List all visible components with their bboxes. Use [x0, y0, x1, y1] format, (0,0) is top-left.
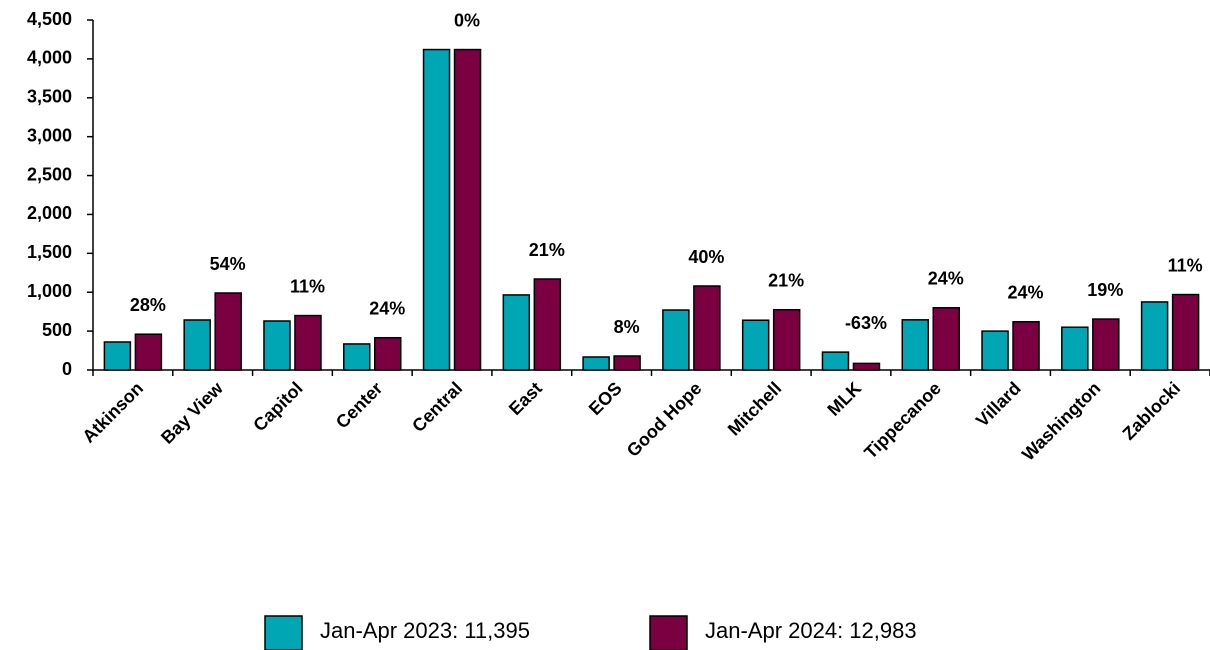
legend-swatch [649, 615, 688, 650]
bar [453, 48, 482, 371]
change-label: 11% [290, 276, 325, 296]
legend-swatch [264, 615, 303, 650]
y-tick-label: 3,000 [27, 125, 72, 145]
x-tick-label: Center [332, 378, 386, 432]
change-label: 8% [614, 317, 640, 337]
bar [772, 308, 801, 371]
change-label: -63% [845, 313, 887, 333]
x-tick-label: Mitchell [724, 378, 786, 440]
bar [1061, 326, 1089, 371]
bar [901, 319, 929, 371]
bar [214, 292, 242, 371]
legend-label: Jan-Apr 2023: 11,395 [320, 618, 530, 643]
bar [1012, 321, 1040, 371]
y-tick-label: 2,500 [27, 164, 72, 184]
change-label: 40% [688, 247, 724, 267]
change-label: 24% [1008, 283, 1044, 303]
change-label: 0% [454, 10, 480, 30]
bar [981, 330, 1009, 371]
bar [422, 48, 451, 371]
bar [821, 351, 850, 371]
bar [502, 294, 531, 371]
bar [932, 307, 960, 371]
bar [134, 333, 163, 371]
bar [1140, 301, 1169, 371]
x-tick-label: Central [408, 378, 466, 436]
legend-label: Jan-Apr 2024: 12,983 [705, 618, 917, 643]
bar [343, 343, 371, 371]
bar [662, 309, 690, 371]
x-tick-label: Capitol [249, 378, 306, 435]
y-tick-label: 0 [62, 359, 72, 379]
change-label: 11% [1168, 255, 1203, 275]
bar [613, 355, 641, 371]
bar [1171, 293, 1200, 371]
x-tick-label: East [505, 378, 546, 419]
y-tick-label: 1,000 [27, 281, 72, 301]
bar [1092, 318, 1120, 371]
bar [693, 285, 721, 371]
change-label: 54% [210, 254, 246, 274]
bar [103, 341, 132, 371]
y-tick-label: 3,500 [27, 87, 72, 107]
x-tick-label: Villard [972, 378, 1025, 431]
y-tick-label: 1,500 [27, 242, 72, 262]
x-tick-label: Zablocki [1119, 378, 1185, 444]
bar [294, 314, 322, 371]
x-tick-label: EOS [585, 378, 626, 419]
x-tick-label: Atkinson [78, 378, 147, 447]
change-label: 24% [369, 298, 405, 318]
y-tick-label: 4,000 [27, 48, 72, 68]
change-label: 19% [1087, 280, 1123, 300]
bar [183, 319, 211, 371]
y-tick-label: 4,500 [27, 9, 72, 29]
x-tick-label: Washington [1018, 378, 1104, 464]
bar [533, 278, 562, 371]
x-tick-label: Tippecanoe [860, 378, 945, 463]
bar [852, 362, 881, 371]
x-tick-label: MLK [823, 378, 865, 420]
y-tick-label: 2,000 [27, 203, 72, 223]
y-tick-label: 500 [42, 320, 72, 340]
change-label: 24% [928, 269, 964, 289]
bar [582, 356, 610, 371]
change-label: 21% [768, 270, 804, 290]
change-label: 28% [130, 295, 166, 315]
bar [263, 320, 291, 371]
change-label: 21% [529, 240, 565, 260]
x-tick-label: Bay View [157, 377, 228, 448]
bar [374, 336, 402, 371]
x-tick-label: Good Hope [623, 378, 706, 461]
bar [741, 319, 770, 371]
